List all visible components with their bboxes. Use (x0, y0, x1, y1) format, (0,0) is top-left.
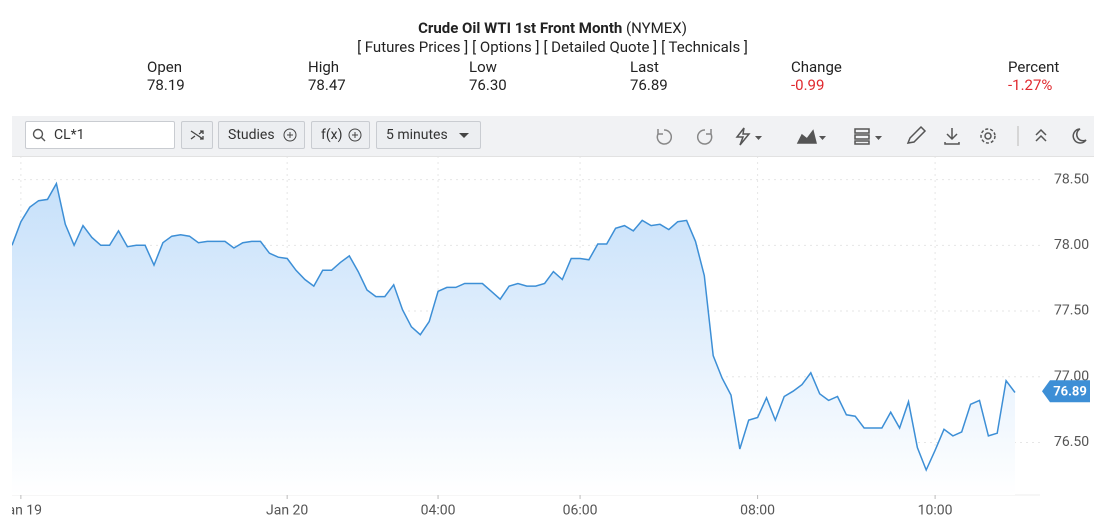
quote-link[interactable]: [ Futures Prices ] (357, 38, 469, 56)
stat-label: Open (147, 58, 182, 76)
pencil-icon[interactable] (906, 125, 927, 144)
y-tick-label: 77.00 (1054, 368, 1089, 384)
title: Crude Oil WTI 1st Front Month (NYMEX) (0, 19, 1097, 37)
stat-value: 76.89 (630, 76, 668, 94)
area-fill (12, 183, 1015, 495)
symbol-search[interactable]: CL*1 (25, 121, 175, 149)
x-tick-label: 04:00 (421, 503, 456, 519)
studies-button[interactable]: Studies (218, 121, 305, 149)
x-tick-label: 08:00 (740, 503, 775, 519)
search-icon (32, 128, 46, 142)
shuffle-icon (190, 130, 204, 140)
y-tick-label: 76.50 (1054, 434, 1089, 450)
stat-value: -0.99 (791, 76, 825, 94)
links: [ Futures Prices ][ Options ][ Detailed … (0, 38, 1097, 56)
interval-dropdown[interactable]: 5 minutes (376, 121, 481, 149)
price-line (12, 181, 1016, 472)
function-label: f(x) (321, 127, 343, 143)
interval-label: 5 minutes (386, 127, 448, 143)
stat-value: 78.19 (147, 76, 185, 94)
toolbar: CL*1 Studies f(x) 5 minutes (12, 116, 1094, 157)
y-tick-label: 77.50 (1054, 303, 1089, 319)
stat-value: -1.27% (1008, 76, 1053, 94)
compare-button[interactable] (181, 121, 213, 149)
x-tick-label: Jan 19 (0, 503, 42, 519)
theme-icon[interactable] (1072, 128, 1087, 144)
x-tick-label: 10:00 (918, 503, 953, 519)
x-tick-label: Jan 20 (266, 503, 308, 519)
download-icon[interactable] (944, 128, 960, 145)
settings-icon[interactable] (984, 132, 992, 140)
stat-label: Low (469, 58, 497, 76)
quote-link[interactable]: [ Options ] (472, 38, 540, 56)
studies-label: Studies (228, 127, 275, 143)
last-price-label: 76.89 (1053, 385, 1087, 400)
instrument-name: Crude Oil WTI 1st Front Month (418, 19, 623, 37)
redo-icon[interactable] (696, 129, 713, 145)
stat-value: 76.30 (469, 76, 507, 94)
stat-label: High (308, 58, 340, 76)
layout-icon[interactable] (854, 128, 870, 134)
draw-icon[interactable] (735, 127, 751, 146)
x-tick-label: 06:00 (563, 503, 598, 519)
plus-icon (348, 128, 362, 142)
stat-label: Percent (1008, 58, 1060, 76)
chart-type-icon[interactable] (796, 129, 817, 144)
collapse-icon[interactable] (1035, 128, 1047, 142)
y-tick-label: 78.50 (1054, 171, 1089, 187)
stat-value: 78.47 (308, 76, 346, 94)
quote-link[interactable]: [ Detailed Quote ] (543, 38, 658, 56)
quote-link[interactable]: [ Technicals ] (661, 38, 748, 56)
stat-label: Last (630, 58, 659, 76)
last-price-tag (1042, 380, 1090, 403)
plus-icon (283, 128, 297, 142)
caret (459, 133, 469, 138)
y-tick-label: 78.00 (1054, 237, 1089, 253)
toolbar-icons[interactable] (652, 124, 1092, 148)
function-button[interactable]: f(x) (311, 121, 370, 149)
stat-label: Change (791, 58, 842, 76)
undo-icon[interactable] (656, 129, 673, 145)
exchange: (NYMEX) (626, 19, 687, 37)
